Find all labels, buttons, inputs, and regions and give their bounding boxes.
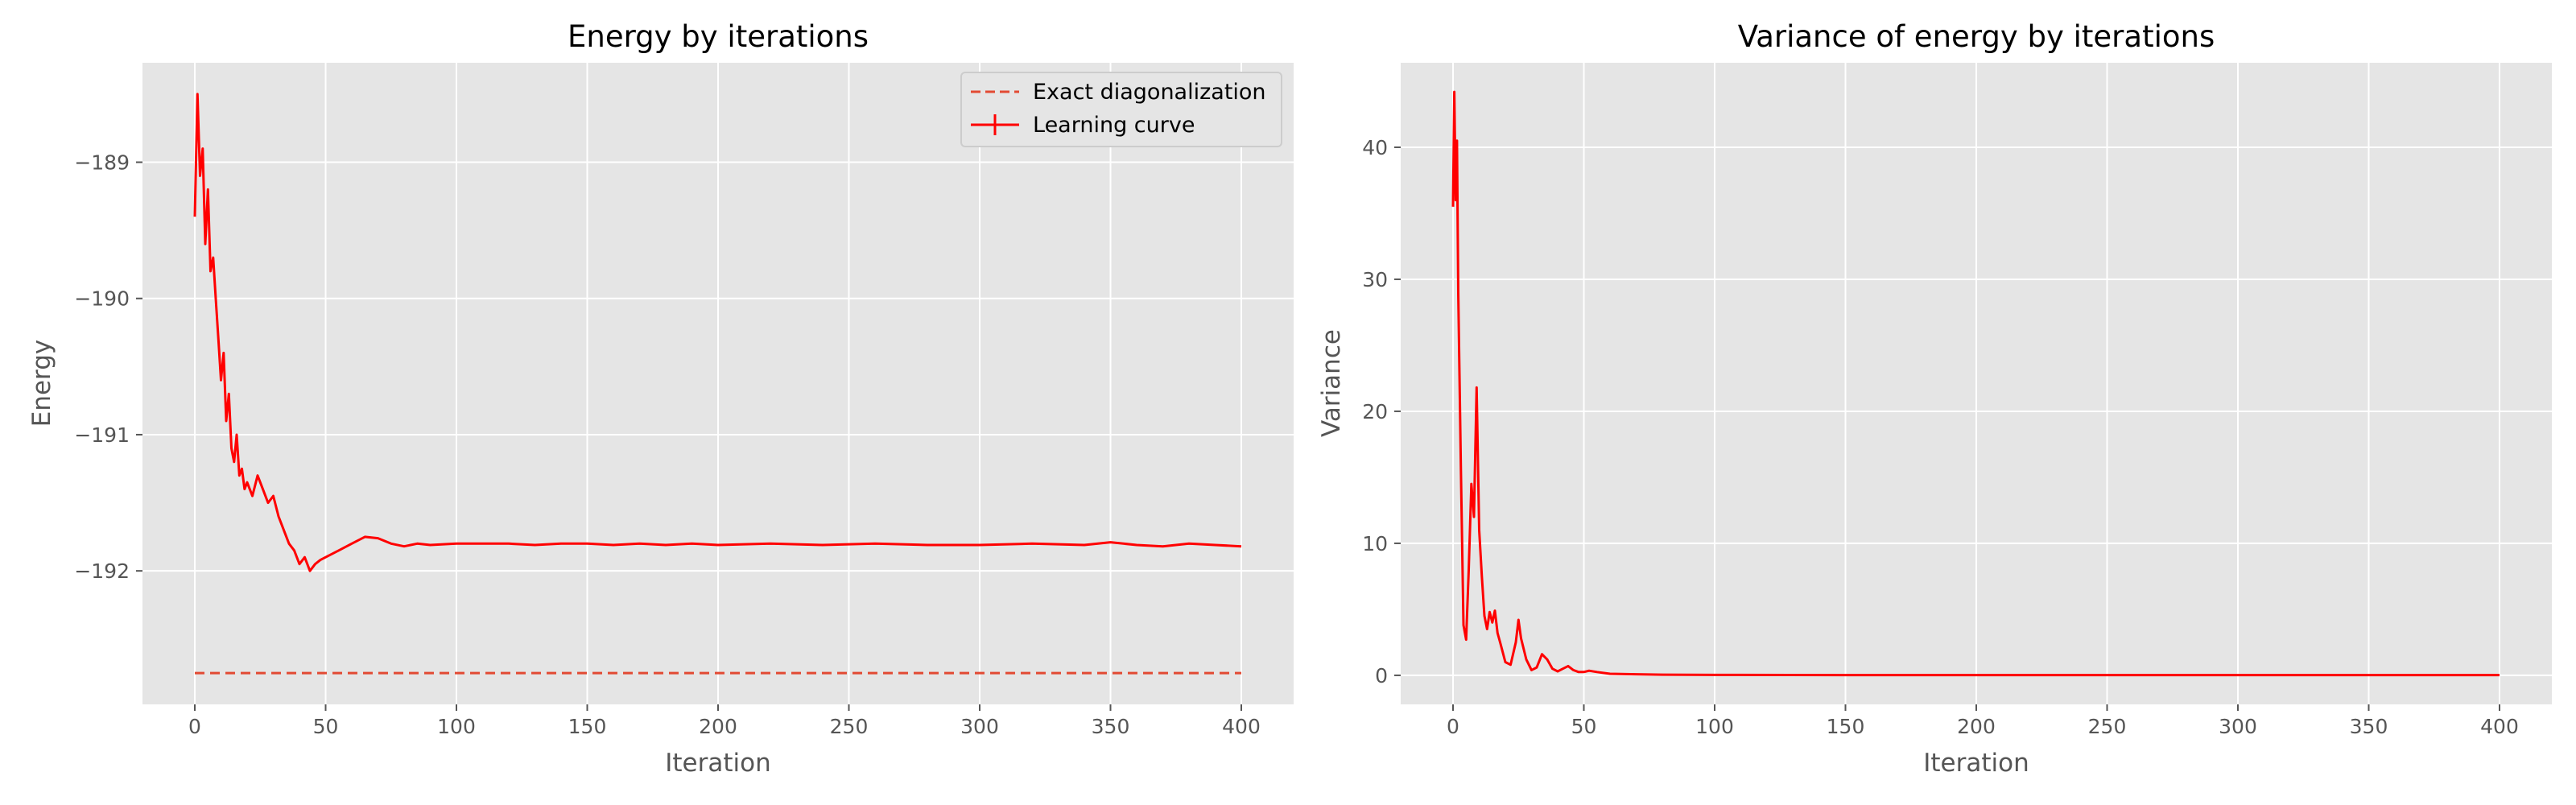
variance-x-tick-label: 300 [2219, 715, 2257, 738]
energy-y-tick-label: −189 [74, 151, 130, 175]
variance-x-axis-label: Iteration [1923, 749, 2029, 778]
energy-series-learning-curve [193, 93, 1242, 572]
energy-x-tick-label: 0 [188, 715, 201, 738]
variance-x-tick-label: 250 [2088, 715, 2127, 738]
variance-chart-title: Variance of energy by iterations [1738, 19, 2215, 54]
variance-y-tick-label: 0 [1375, 664, 1388, 687]
energy-x-tick-label: 250 [830, 715, 869, 738]
legend-label-exact-diagonalization: Exact diagonalization [1033, 80, 1266, 105]
energy-chart: 0 50 100 150 200 250 300 350 400 −192 −191 −190 −189… [27, 19, 1294, 778]
variance-series-variance [1451, 90, 2500, 677]
variance-chart: 0 50 100 150 200 250 300 350 400 0 10 20 30 40 Varian… [1317, 19, 2552, 778]
variance-x-tick-label: 400 [2480, 715, 2519, 738]
energy-x-tick-label: 300 [960, 715, 999, 738]
variance-y-tick-label: 30 [1362, 268, 1388, 291]
energy-x-tick-label: 400 [1222, 715, 1261, 738]
energy-legend: Exact diagonalization Learning curve [960, 72, 1282, 147]
energy-series-layer [193, 93, 1242, 675]
energy-x-tick-label: 150 [568, 715, 607, 738]
variance-x-tick-label: 150 [1827, 715, 1865, 738]
energy-y-tick-label: −192 [74, 559, 130, 583]
variance-x-tick-label: 200 [1957, 715, 1996, 738]
variance-y-tick-label: 40 [1362, 136, 1388, 159]
energy-grid [142, 63, 1294, 704]
variance-y-tick-label: 10 [1362, 532, 1388, 555]
variance-ticks: 0 50 100 150 200 250 300 350 400 0 10 20 30 40 [1362, 136, 2519, 738]
energy-x-tick-label: 50 [313, 715, 339, 738]
legend-label-learning-curve: Learning curve [1033, 113, 1195, 138]
energy-ticks: 0 50 100 150 200 250 300 350 400 −192 −191 −190 −189 [74, 151, 1261, 738]
variance-y-axis-label: Variance [1317, 329, 1346, 437]
variance-y-tick-label: 20 [1362, 400, 1388, 423]
variance-series-layer [1451, 90, 2500, 677]
variance-x-tick-label: 50 [1571, 715, 1597, 738]
energy-y-tick-label: −190 [74, 287, 130, 311]
energy-x-tick-label: 200 [699, 715, 737, 738]
legend-box [960, 72, 1282, 147]
variance-x-tick-label: 100 [1695, 715, 1734, 738]
energy-chart-title: Energy by iterations [568, 19, 869, 54]
variance-x-tick-label: 350 [2350, 715, 2388, 738]
energy-x-axis-label: Iteration [665, 749, 771, 778]
variance-grid [1401, 63, 2552, 704]
energy-x-tick-label: 100 [437, 715, 476, 738]
variance-x-tick-label: 0 [1447, 715, 1459, 738]
energy-y-axis-label: Energy [27, 340, 56, 427]
energy-x-tick-label: 350 [1092, 715, 1130, 738]
energy-y-tick-label: −191 [74, 423, 130, 447]
